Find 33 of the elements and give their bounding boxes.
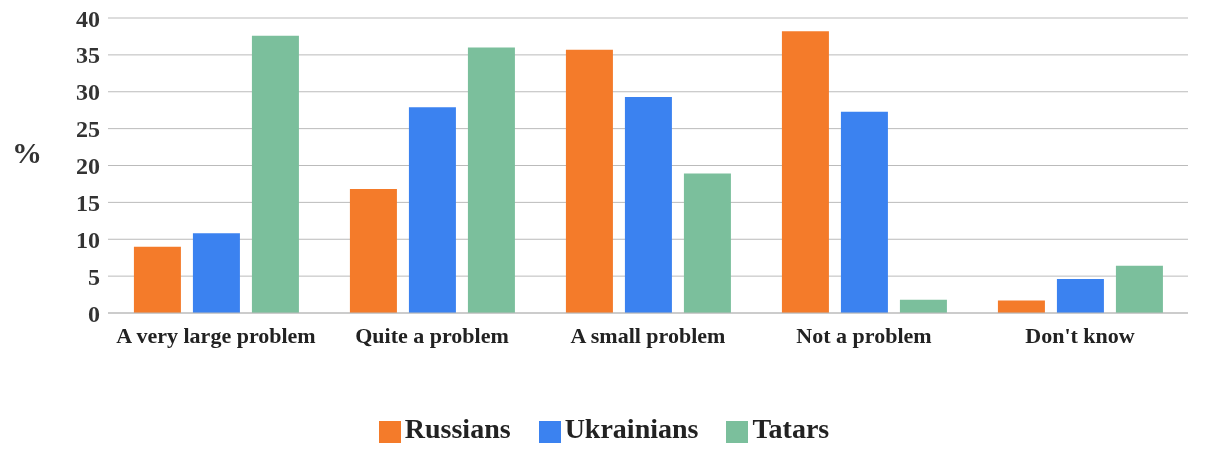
y-tick-label: 40 [76,5,100,32]
bar [565,49,613,313]
bar [133,246,181,313]
bar [840,111,888,313]
x-tick-label: Don't know [1025,322,1135,348]
bar [997,300,1045,313]
y-tick-label: 5 [88,263,100,290]
legend-label: Russians [404,413,511,444]
legend-label: Ukrainians [564,413,699,444]
bar [1115,265,1163,313]
y-axis-title: % [12,136,42,170]
y-tick-label: 25 [76,116,100,143]
bar [1056,279,1104,313]
y-tick-label: 20 [76,153,100,180]
bar [899,299,947,313]
y-tick-label: 0 [88,300,100,327]
y-tick-label: 30 [76,79,100,106]
x-tick-label: A very large problem [116,322,316,348]
bar [781,31,829,313]
x-tick-label: Quite a problem [355,322,509,348]
bar [192,233,240,313]
bar [624,96,672,313]
bar [349,189,397,313]
bar [251,35,299,313]
legend-label: Tatars [752,413,830,444]
y-tick-label: 15 [76,189,100,216]
y-tick-label: 35 [76,42,100,69]
bar [683,173,731,313]
x-tick-label: A small problem [570,322,726,348]
bar [467,47,515,313]
y-tick-label: 10 [76,226,100,253]
bar [408,107,456,313]
x-tick-label: Not a problem [796,322,932,348]
